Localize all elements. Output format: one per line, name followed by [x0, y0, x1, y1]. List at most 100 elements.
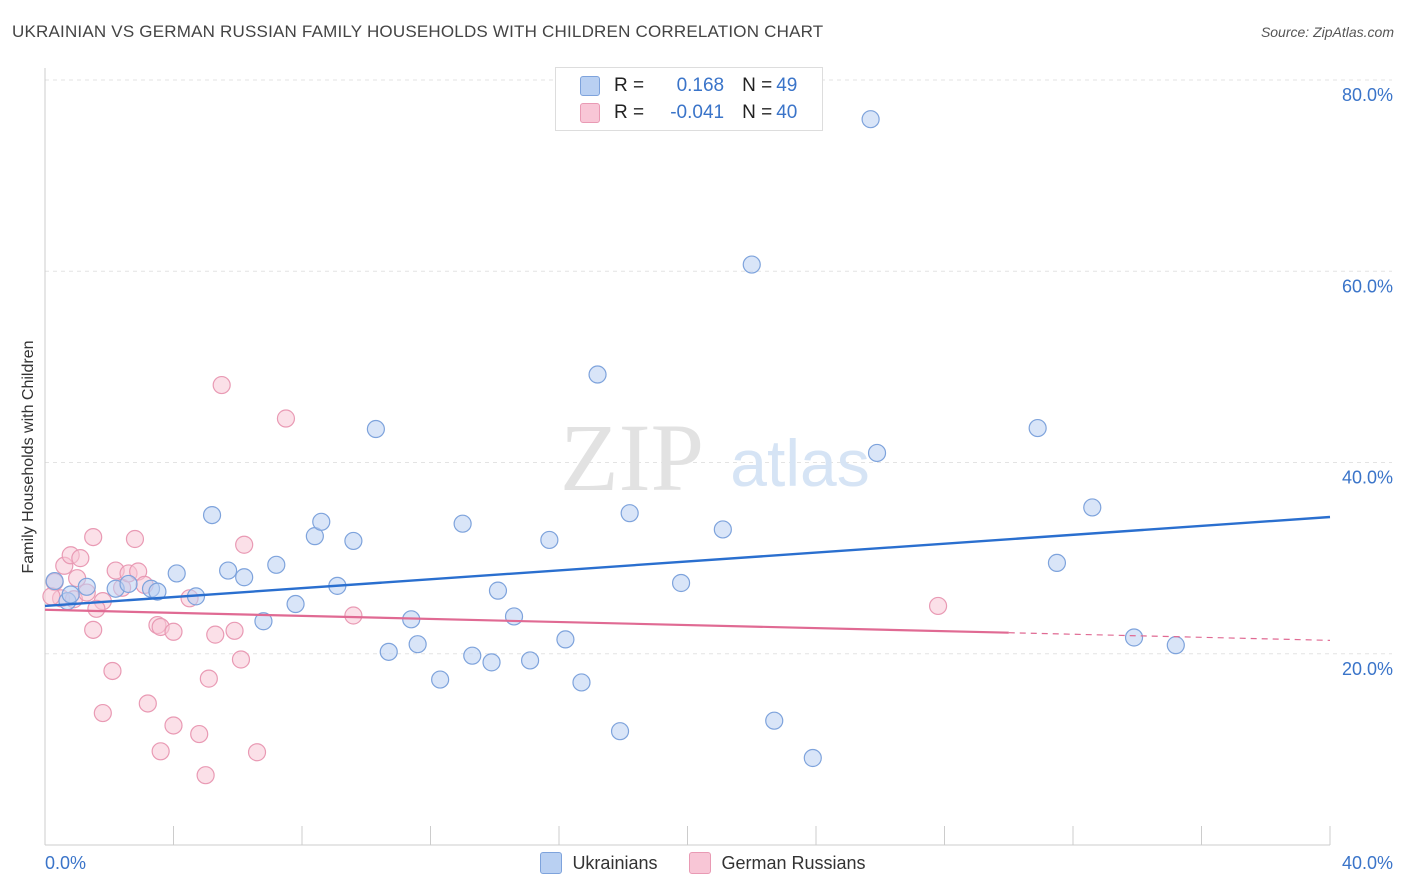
legend-row-ukrainians: R = 0.168 N = 49: [580, 74, 797, 98]
y-tick-label: 40.0%: [1342, 468, 1393, 488]
ukrainians-legend-swatch: [540, 852, 563, 874]
ukrainians-point: [861, 110, 880, 129]
ukrainians-point: [167, 564, 186, 583]
legend-row-german-russians: R = -0.041 N = 40: [580, 101, 797, 125]
ukrainians-point: [482, 653, 501, 672]
german-russians-point: [103, 661, 122, 681]
ukrainians-point: [713, 520, 732, 539]
german-russians-point: [276, 409, 296, 428]
ukrainians-point: [671, 573, 691, 593]
ukrainians-point: [867, 443, 887, 463]
german-russians-point: [231, 650, 251, 669]
ukrainians-point: [431, 670, 450, 689]
german-russians-point: [199, 669, 218, 688]
german-russians-point: [138, 694, 157, 713]
legend-item-german-russians: German Russians: [689, 852, 866, 874]
x-tick-label: 0.0%: [45, 853, 86, 873]
german-russians-point: [84, 527, 103, 547]
ukrainians-point: [119, 574, 138, 594]
ukrainians-point: [61, 585, 80, 604]
n-label: N =: [742, 75, 773, 96]
german-russians-point: [212, 375, 231, 395]
ukrainians-point: [148, 582, 167, 601]
ukrainians-point: [254, 612, 273, 631]
german-russians-point: [164, 716, 183, 735]
german-russians-swatch: [580, 103, 600, 123]
german-russians-trend-extension: [1008, 632, 1331, 641]
german-russians-legend-label: German Russians: [721, 852, 866, 873]
tick-labels: 20.0% 40.0% 60.0% 80.0% 0.0% 40.0%: [45, 85, 1393, 873]
ukrainians-point: [540, 530, 559, 550]
ukrainians-point: [588, 365, 607, 384]
ukrainians-point: [1166, 636, 1185, 655]
ukrainians-point: [463, 646, 482, 665]
chart-title: UKRAINIAN VS GERMAN RUSSIAN FAMILY HOUSE…: [12, 22, 824, 41]
german-russians-point: [196, 766, 215, 785]
ukrainians-point: [77, 577, 96, 596]
bottom-legend: Ukrainians German Russians: [0, 852, 1406, 874]
r-label: R =: [614, 75, 645, 96]
german-russians-trend-line: [44, 608, 1009, 634]
german-russians-point: [87, 599, 106, 618]
german-russians-point: [125, 529, 145, 549]
ukrainians-point: [520, 651, 540, 670]
trend-lines: [44, 515, 1331, 641]
ukrainians-point: [1047, 553, 1067, 573]
ukrainians-point: [453, 514, 472, 533]
german-russians-legend-swatch: [689, 852, 712, 874]
ukrainians-point: [556, 630, 575, 649]
ukrainians-point: [408, 635, 427, 654]
ukrainians-point: [344, 531, 363, 551]
legend-item-ukrainians: Ukrainians: [540, 852, 657, 874]
ukrainians-point: [45, 571, 64, 591]
ukrainians-point: [488, 581, 508, 600]
ukrainians-n-value: 49: [776, 75, 798, 96]
german-russians-n-value: 40: [776, 102, 798, 123]
ukrainians-point: [235, 568, 254, 587]
ukrainians-point: [620, 504, 639, 523]
german-russians-point: [71, 549, 90, 568]
ukrainians-legend-label: Ukrainians: [572, 852, 658, 873]
ukrainians-point: [742, 255, 761, 274]
ukrainians-trend-line: [44, 515, 1331, 608]
ukrainians-point: [267, 555, 286, 574]
ukrainians-point: [286, 594, 305, 614]
y-axis-label: Family Households with Children: [20, 341, 37, 574]
grid-lines: [45, 79, 1392, 655]
n-label: N =: [742, 102, 773, 123]
y-tick-label: 60.0%: [1342, 276, 1393, 296]
ukrainians-point: [1028, 418, 1047, 438]
ukrainians-point: [765, 711, 784, 730]
watermark: ZIP atlas: [560, 404, 870, 511]
ukrainians-point: [312, 512, 331, 531]
german-russians-point: [190, 724, 209, 744]
ukrainians-point: [1124, 628, 1144, 647]
german-russians-point: [235, 535, 254, 554]
watermark-zip: ZIP: [560, 404, 704, 511]
x-tick-label: 40.0%: [1342, 853, 1393, 873]
german-russians-point: [247, 743, 267, 762]
ukrainians-point: [366, 419, 385, 439]
german-russians-point: [151, 742, 170, 761]
ukrainians-point: [219, 561, 238, 580]
r-label: R =: [614, 102, 645, 123]
y-tick-label: 20.0%: [1342, 659, 1393, 679]
watermark-atlas: atlas: [730, 426, 869, 500]
ukrainians-points: [45, 110, 1185, 768]
german-russians-point: [84, 620, 103, 639]
stats-legend: R = 0.168 N = 49 R = -0.041 N = 40: [555, 67, 823, 131]
axes: [44, 68, 1331, 846]
ukrainians-point: [504, 607, 524, 626]
german-russians-point: [225, 621, 244, 640]
german-russians-point: [928, 596, 948, 616]
source-label: Source: ZipAtlas.com: [1260, 24, 1394, 40]
ukrainians-point: [803, 748, 822, 768]
y-tick-label: 80.0%: [1342, 85, 1393, 105]
ukrainians-point: [572, 673, 591, 692]
ukrainians-point: [610, 722, 630, 741]
ukrainians-point: [1083, 498, 1102, 517]
ukrainians-point: [202, 505, 222, 525]
german-russians-r-value: -0.041: [670, 102, 725, 123]
german-russians-point: [164, 622, 183, 641]
